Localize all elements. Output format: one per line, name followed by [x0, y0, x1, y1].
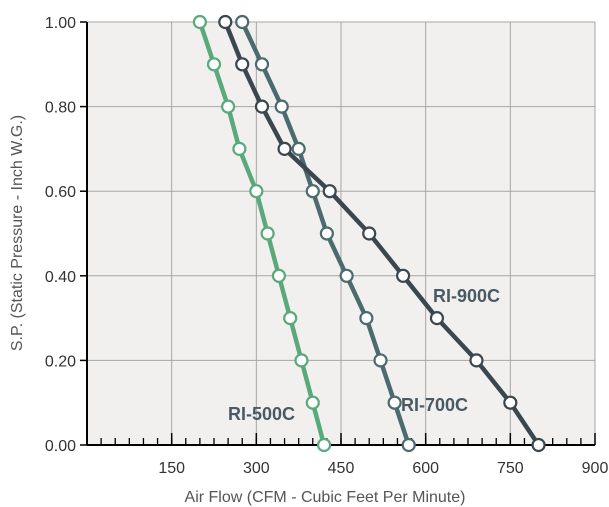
data-point-ri-700c [274, 99, 289, 114]
data-point-ri-900c [277, 141, 292, 156]
data-point-ri-500c [232, 141, 247, 156]
series-label-ri-500c: RI-500C [228, 404, 295, 424]
x-tick-label: 150 [158, 460, 185, 477]
data-point-ri-700c [373, 353, 388, 368]
labels-layer: 150 300 450 600 750 900 0.00 0.20 0.40 0.60 0.80 1.… [45, 15, 609, 477]
data-point-ri-900c [235, 57, 250, 72]
data-point-ri-700c [291, 141, 306, 156]
data-point-ri-700c [339, 268, 354, 283]
grid [87, 21, 596, 445]
data-point-ri-500c [294, 353, 309, 368]
y-tick-label: 0.40 [45, 269, 76, 286]
data-point-ri-700c [359, 311, 374, 326]
data-point-ri-900c [362, 226, 377, 241]
x-tick-label: 750 [497, 460, 524, 477]
x-tick-label: 900 [582, 460, 609, 477]
series-label-ri-700c: RI-700C [401, 395, 468, 415]
x-tick-label: 450 [328, 460, 355, 477]
data-point-ri-500c [271, 268, 287, 283]
series-layer [192, 14, 546, 453]
y-tick-label: 1.00 [45, 15, 76, 32]
y-axis-label: S.P. (Static Pressure - Inch W.G.) [9, 115, 26, 351]
data-point-ri-900c [254, 99, 270, 114]
data-point-ri-500c [249, 184, 264, 199]
data-point-ri-500c [206, 57, 222, 72]
data-point-ri-500c [316, 437, 332, 453]
data-point-ri-700c [401, 437, 416, 453]
data-point-ri-900c [503, 395, 518, 410]
data-point-ri-500c [221, 99, 236, 114]
data-point-ri-500c [283, 311, 298, 326]
x-tick-label: 600 [412, 460, 439, 477]
x-tick-label: 300 [243, 460, 270, 477]
data-point-ri-700c [235, 14, 250, 30]
data-point-ri-900c [322, 184, 337, 199]
series-label-ri-900c: RI-900C [433, 286, 500, 306]
y-tick-label: 0.80 [45, 100, 76, 117]
data-point-ri-900c [395, 268, 411, 283]
y-tick-label: 0.00 [45, 438, 76, 455]
data-point-ri-500c [260, 226, 275, 241]
data-point-ri-900c [469, 353, 484, 368]
data-point-ri-900c [218, 14, 233, 30]
data-point-ri-700c [254, 57, 270, 72]
data-point-ri-700c [305, 184, 320, 199]
data-point-ri-900c [429, 311, 445, 326]
data-point-ri-700c [319, 226, 334, 241]
data-point-ri-500c [305, 395, 320, 410]
y-tick-label: 0.20 [45, 353, 76, 370]
x-axis-label: Air Flow (CFM - Cubic Feet Per Minute) [185, 489, 466, 506]
data-point-ri-700c [387, 395, 402, 410]
data-point-ri-500c [192, 14, 207, 30]
y-tick-label: 0.60 [45, 184, 76, 201]
data-point-ri-900c [531, 437, 546, 453]
